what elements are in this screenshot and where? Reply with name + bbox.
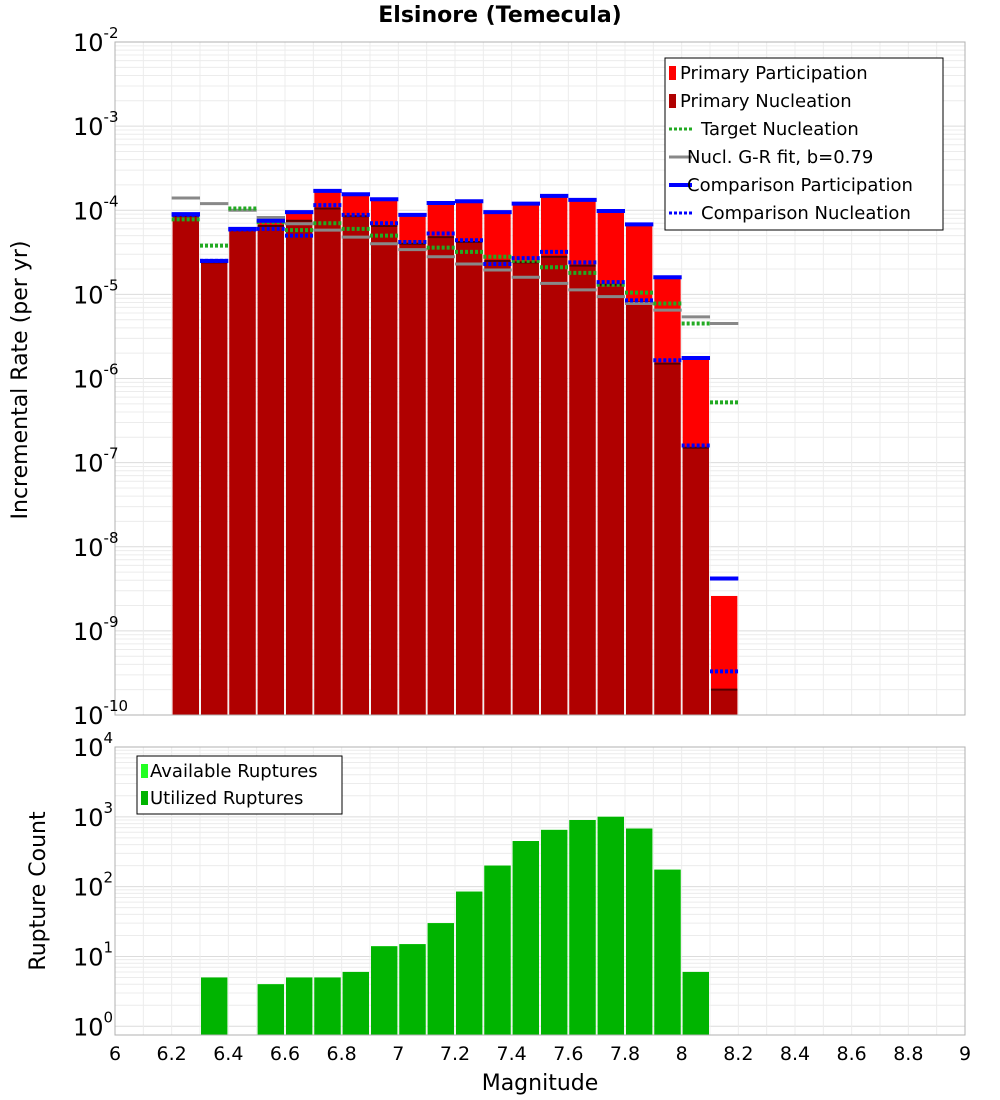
utilized-ruptures-bar xyxy=(201,977,228,1035)
x-tick-label: 6.4 xyxy=(213,1043,243,1065)
x-tick-label: 8 xyxy=(676,1043,688,1065)
utilized-ruptures-bar xyxy=(399,944,426,1035)
nucleation-bar xyxy=(682,447,709,715)
nucleation-bar xyxy=(456,241,483,715)
utilized-ruptures-bar xyxy=(257,984,284,1035)
x-tick-label: 8.8 xyxy=(893,1043,923,1065)
count-plot: 100 101 102 103 104 6 6.2 6.4 6.6 6.8 7 7.2 7.4 7.6 7… xyxy=(26,729,971,1096)
utilized-ruptures-bar xyxy=(286,977,313,1035)
rate-y-axis-label: Incremental Rate (per yr) xyxy=(8,241,33,520)
utilized-ruptures-bar xyxy=(456,891,483,1035)
nucleation-bar xyxy=(484,260,511,715)
legend-target-nucleation: Target Nucleation xyxy=(700,119,859,140)
nucleation-bar xyxy=(201,262,228,715)
nucleation-bar xyxy=(569,265,596,715)
legend-comparison-nucleation: Comparison Nucleation xyxy=(701,203,911,224)
nucleation-bar xyxy=(711,689,738,715)
utilized-ruptures-bar xyxy=(371,946,398,1035)
nucleation-bar xyxy=(399,243,426,716)
utilized-ruptures-bar xyxy=(569,820,596,1035)
x-tick-label: 7.8 xyxy=(610,1043,640,1065)
legend-primary-nucleation: Primary Nucleation xyxy=(680,91,852,112)
x-tick-label: 7.4 xyxy=(497,1043,527,1065)
rate-plot-frame xyxy=(114,41,966,716)
legend-swatch xyxy=(141,791,148,805)
rate-y-tick-label: 10-2 xyxy=(73,24,119,57)
nucleation-bar xyxy=(314,208,341,715)
count-y-tick-label: 101 xyxy=(73,938,113,971)
rate-legend: Primary Participation Primary Nucleation T… xyxy=(664,57,944,231)
legend-swatch xyxy=(141,764,148,778)
rate-y-tick-label: 10-5 xyxy=(73,276,119,309)
utilized-ruptures-bar xyxy=(682,971,709,1035)
nucleation-bar xyxy=(229,230,256,716)
nucleation-bar xyxy=(654,363,681,715)
count-plot-frame xyxy=(114,746,966,1036)
nucleation-bar xyxy=(257,225,284,716)
legend-utilized-ruptures: Utilized Ruptures xyxy=(150,788,303,809)
utilized-ruptures-bar xyxy=(626,828,653,1035)
count-y-ticks: 100 101 102 103 104 xyxy=(73,729,113,1041)
x-tick-label: 7.6 xyxy=(553,1043,583,1065)
nucleation-bar xyxy=(371,225,398,716)
x-tick-label: 7.2 xyxy=(440,1043,470,1065)
nucleation-bar xyxy=(597,284,624,715)
x-tick-label: 8.4 xyxy=(780,1043,810,1065)
count-legend: Available Ruptures Utilized Ruptures xyxy=(136,755,343,815)
nucleation-bar xyxy=(342,216,369,716)
rate-plot: 10-10 10-9 10-8 10-7 10-6 10-5 10-4 10-3 10-2 In… xyxy=(8,24,966,730)
x-axis-label: Magnitude xyxy=(482,1071,599,1096)
x-tick-label: 6.2 xyxy=(157,1043,187,1065)
x-tick-label: 6.6 xyxy=(270,1043,300,1065)
count-y-tick-label: 100 xyxy=(73,1008,113,1041)
utilized-ruptures-bar xyxy=(427,923,454,1035)
utilized-ruptures-bar xyxy=(654,869,681,1035)
nucleation-bar xyxy=(172,215,199,715)
legend-swatch xyxy=(669,94,676,108)
rate-legend-box xyxy=(664,57,944,231)
utilized-ruptures-bar xyxy=(597,816,624,1035)
legend-comparison-participation: Comparison Participation xyxy=(687,175,913,196)
count-y-tick-label: 103 xyxy=(73,799,113,832)
utilized-ruptures-bar xyxy=(512,841,539,1035)
nucleation-bar xyxy=(286,220,313,715)
rate-bars xyxy=(172,191,738,716)
x-tick-label: 7 xyxy=(392,1043,404,1065)
rate-y-tick-label: 10-3 xyxy=(73,108,119,141)
utilized-ruptures-bar xyxy=(484,865,511,1035)
count-y-tick-label: 104 xyxy=(73,729,113,762)
rate-y-tick-label: 10-6 xyxy=(73,361,119,394)
x-tick-label: 9 xyxy=(959,1043,971,1065)
count-legend-box xyxy=(136,755,343,815)
x-tick-label: 8.6 xyxy=(837,1043,867,1065)
count-x-ticks: 6 6.2 6.4 6.6 6.8 7 7.2 7.4 7.6 7.8 8 8.2 8.4 8.6 8.8 9 xyxy=(109,1043,971,1065)
count-y-tick-label: 102 xyxy=(73,869,113,902)
rate-y-tick-label: 10-8 xyxy=(73,529,119,562)
rate-y-tick-label: 10-9 xyxy=(73,613,119,646)
count-y-axis-label: Rupture Count xyxy=(26,811,51,971)
utilized-ruptures-bar xyxy=(314,977,341,1035)
x-tick-label: 8.2 xyxy=(723,1043,753,1065)
nucleation-bar xyxy=(541,256,568,715)
utilized-ruptures-bar xyxy=(541,829,568,1035)
nucleation-bar xyxy=(427,237,454,715)
utilized-ruptures-bar xyxy=(342,971,369,1035)
nucleation-bar xyxy=(512,262,539,715)
rate-y-ticks: 10-10 10-9 10-8 10-7 10-6 10-5 10-4 10-3 10-2 xyxy=(73,24,128,730)
legend-available-ruptures: Available Ruptures xyxy=(150,761,318,782)
rate-y-tick-label: 10-4 xyxy=(73,192,119,225)
nucleation-bar xyxy=(626,302,653,715)
rate-markers xyxy=(171,188,739,691)
legend-primary-participation: Primary Participation xyxy=(680,63,868,84)
rate-y-tick-label: 10-7 xyxy=(73,445,119,478)
rate-y-tick-label: 10-10 xyxy=(73,697,128,730)
legend-gr-fit: Nucl. G-R fit, b=0.79 xyxy=(687,147,873,168)
legend-swatch xyxy=(669,66,676,80)
x-tick-label: 6.8 xyxy=(327,1043,357,1065)
count-bars xyxy=(201,816,709,1035)
chart-title: Elsinore (Temecula) xyxy=(378,3,621,28)
x-tick-label: 6 xyxy=(109,1043,121,1065)
